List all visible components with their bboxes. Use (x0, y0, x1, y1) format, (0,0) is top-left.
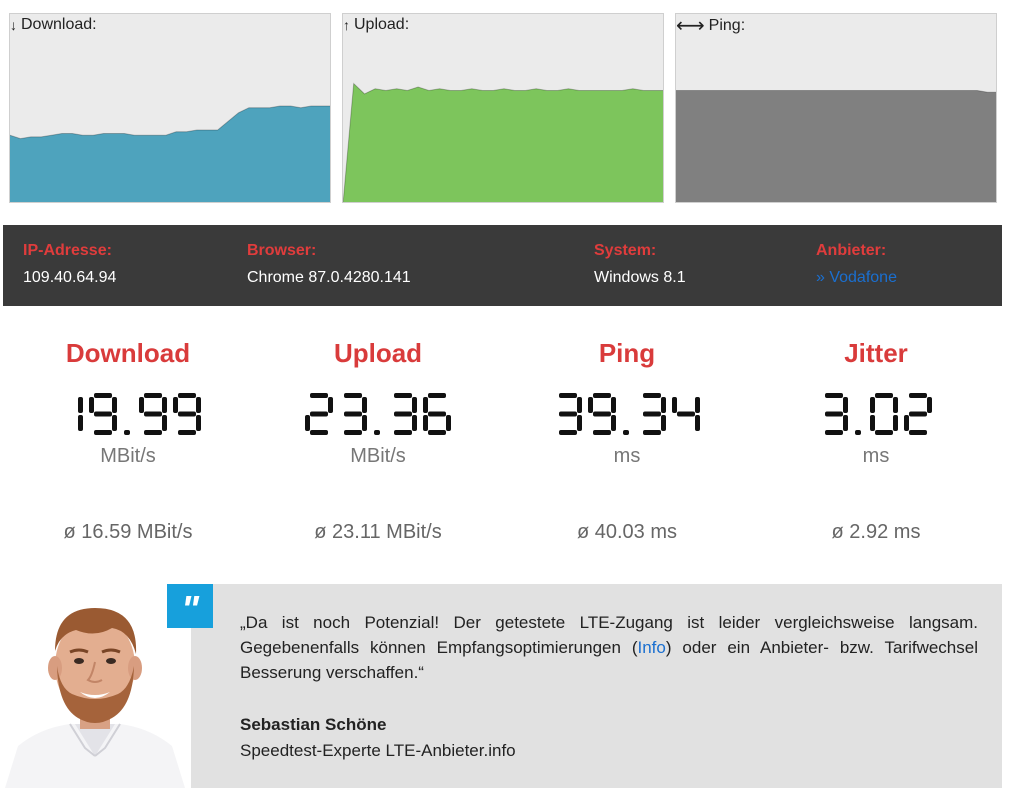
quote-mark-icon: " (167, 584, 213, 631)
upload-graph-label: Upload: (354, 16, 410, 33)
jitter-title: Jitter (844, 338, 908, 368)
download-graph-label: Download: (21, 16, 97, 33)
download-arrow-icon: ↓ (10, 17, 17, 33)
upload-area-series (343, 83, 663, 202)
download-average: ø 16.59 MBit/s (63, 521, 193, 543)
ping-graph-label: Ping: (708, 17, 746, 34)
browser-value: Chrome 87.0.4280.141 (247, 269, 411, 286)
upload-title: Upload (333, 338, 423, 368)
ping-area-outline (676, 90, 996, 93)
download-result: Download MBit/s ø 16.59 MBit/s (8, 338, 248, 544)
upload-unit: MBit/s (350, 445, 406, 467)
ping-average: ø 40.03 ms (576, 521, 678, 543)
jitter-result: Jitter ms ø 2.92 ms (756, 338, 996, 544)
info-link[interactable]: Info (637, 638, 666, 657)
jitter-unit: ms (862, 445, 890, 467)
provider-link[interactable]: » Vodafone (816, 269, 897, 286)
upload-value (305, 393, 451, 435)
upload-area-outline (343, 82, 663, 202)
upload-arrow-icon: ↑ (343, 17, 350, 33)
download-area-chart (10, 105, 330, 202)
quote-text-part-2: ) oder ein Anbieter- bzw. Tarifwechsel B… (240, 638, 978, 682)
upload-area-chart (343, 82, 663, 202)
jitter-value (825, 393, 932, 435)
ip-label: IP-Adresse: (23, 242, 112, 259)
system-label: System: (594, 242, 657, 259)
ping-title: Ping (598, 338, 656, 368)
upload-result: Upload MBit/s ø 23.11 MBit/s (258, 338, 498, 544)
connection-info-bar: IP-Adresse: 109.40.64.94 Browser: Chrome… (3, 225, 1002, 306)
quote-text: „Da ist noch Potenzial! Der getestete LT… (240, 610, 978, 685)
download-value (78, 393, 201, 435)
ping-value (559, 393, 700, 435)
upload-graph: ↑ Upload: (342, 13, 664, 203)
expert-portrait (0, 596, 190, 788)
ping-graph: ⟷ Ping: (675, 13, 997, 203)
ip-value: 109.40.64.94 (23, 269, 117, 286)
provider-info: Anbieter: » Vodafone (816, 242, 897, 287)
system-info: System: Windows 8.1 (594, 242, 686, 287)
provider-label: Anbieter: (816, 242, 887, 259)
download-unit: MBit/s (100, 445, 156, 467)
ping-area-series (676, 90, 996, 202)
quote-text-part-1: „Da ist noch Potenzial! Der getestete LT… (240, 613, 978, 657)
download-area-outline (10, 105, 330, 140)
system-value: Windows 8.1 (594, 269, 686, 286)
download-area-series (10, 106, 330, 202)
author-name: Sebastian Schöne (240, 715, 387, 734)
ping-arrow-icon: ⟷ (676, 15, 705, 37)
ping-unit: ms (613, 445, 641, 467)
ping-result: Ping ms ø 40.03 ms (507, 338, 747, 544)
browser-label: Browser: (247, 242, 317, 259)
upload-average: ø 23.11 MBit/s (314, 521, 442, 543)
jitter-average: ø 2.92 ms (831, 521, 921, 543)
download-title: Download (65, 338, 191, 368)
browser-info: Browser: Chrome 87.0.4280.141 (247, 242, 411, 287)
download-graph: ↓ Download: (9, 13, 331, 203)
expert-quote-box: „Da ist noch Potenzial! Der getestete LT… (191, 584, 1002, 788)
author-title: Speedtest-Experte LTE-Anbieter.info (240, 741, 516, 760)
ip-info: IP-Adresse: 109.40.64.94 (23, 242, 116, 287)
ping-area-chart (676, 90, 996, 202)
